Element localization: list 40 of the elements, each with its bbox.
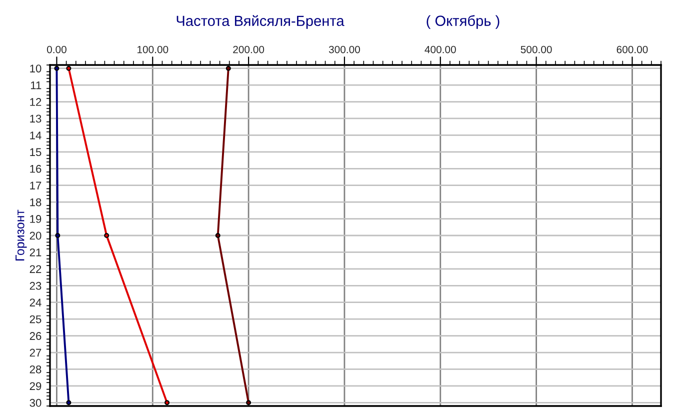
x-tick-label: 500.00 bbox=[520, 46, 552, 54]
y-tick-label: 27 bbox=[30, 348, 42, 357]
y-tick-label: 30 bbox=[30, 398, 42, 407]
y-tick-label: 22 bbox=[30, 265, 42, 273]
y-tick-label: 19 bbox=[30, 215, 42, 223]
point bbox=[66, 66, 72, 71]
chart-title: Частота Вяйсяля-Брента bbox=[176, 15, 344, 29]
y-tick-label: 13 bbox=[30, 114, 42, 123]
y-tick-label: 12 bbox=[30, 98, 42, 106]
point bbox=[226, 66, 231, 71]
x-tick-label: 0.00 bbox=[46, 46, 66, 54]
y-tick-label: 26 bbox=[30, 332, 42, 340]
y-tick-label: 17 bbox=[30, 182, 42, 190]
y-tick-label: 16 bbox=[30, 164, 42, 173]
y-tick-label: 28 bbox=[30, 365, 42, 374]
y-tick-label: 10 bbox=[30, 64, 42, 72]
point bbox=[215, 233, 220, 238]
x-tick-label: 300.00 bbox=[328, 46, 360, 54]
x-tick-label: 400.00 bbox=[424, 46, 456, 54]
y-tick-label: 20 bbox=[30, 232, 42, 240]
y-tick-label: 24 bbox=[30, 298, 42, 306]
point bbox=[104, 233, 110, 238]
point bbox=[54, 66, 60, 71]
chart-subtitle: ( Октябрь ) bbox=[426, 15, 500, 29]
y-tick-label: 18 bbox=[30, 198, 42, 206]
y-tick-label: 11 bbox=[30, 81, 42, 90]
y-tick-label: 21 bbox=[30, 248, 42, 256]
y-tick-label: 14 bbox=[30, 132, 42, 140]
point bbox=[246, 400, 252, 406]
x-tick-label: 200.00 bbox=[233, 46, 264, 54]
y-tick-label: 25 bbox=[30, 315, 42, 324]
x-tick-label: 100.00 bbox=[138, 46, 168, 54]
y-tick-label: 29 bbox=[30, 382, 42, 390]
y-tick-label: 15 bbox=[30, 148, 42, 156]
point bbox=[66, 400, 72, 406]
point bbox=[55, 233, 60, 238]
point bbox=[164, 400, 170, 406]
y-tick-label: 23 bbox=[30, 282, 42, 290]
y-axis-title: Горизонт bbox=[16, 210, 27, 260]
x-tick-label: 600.00 bbox=[616, 46, 648, 54]
